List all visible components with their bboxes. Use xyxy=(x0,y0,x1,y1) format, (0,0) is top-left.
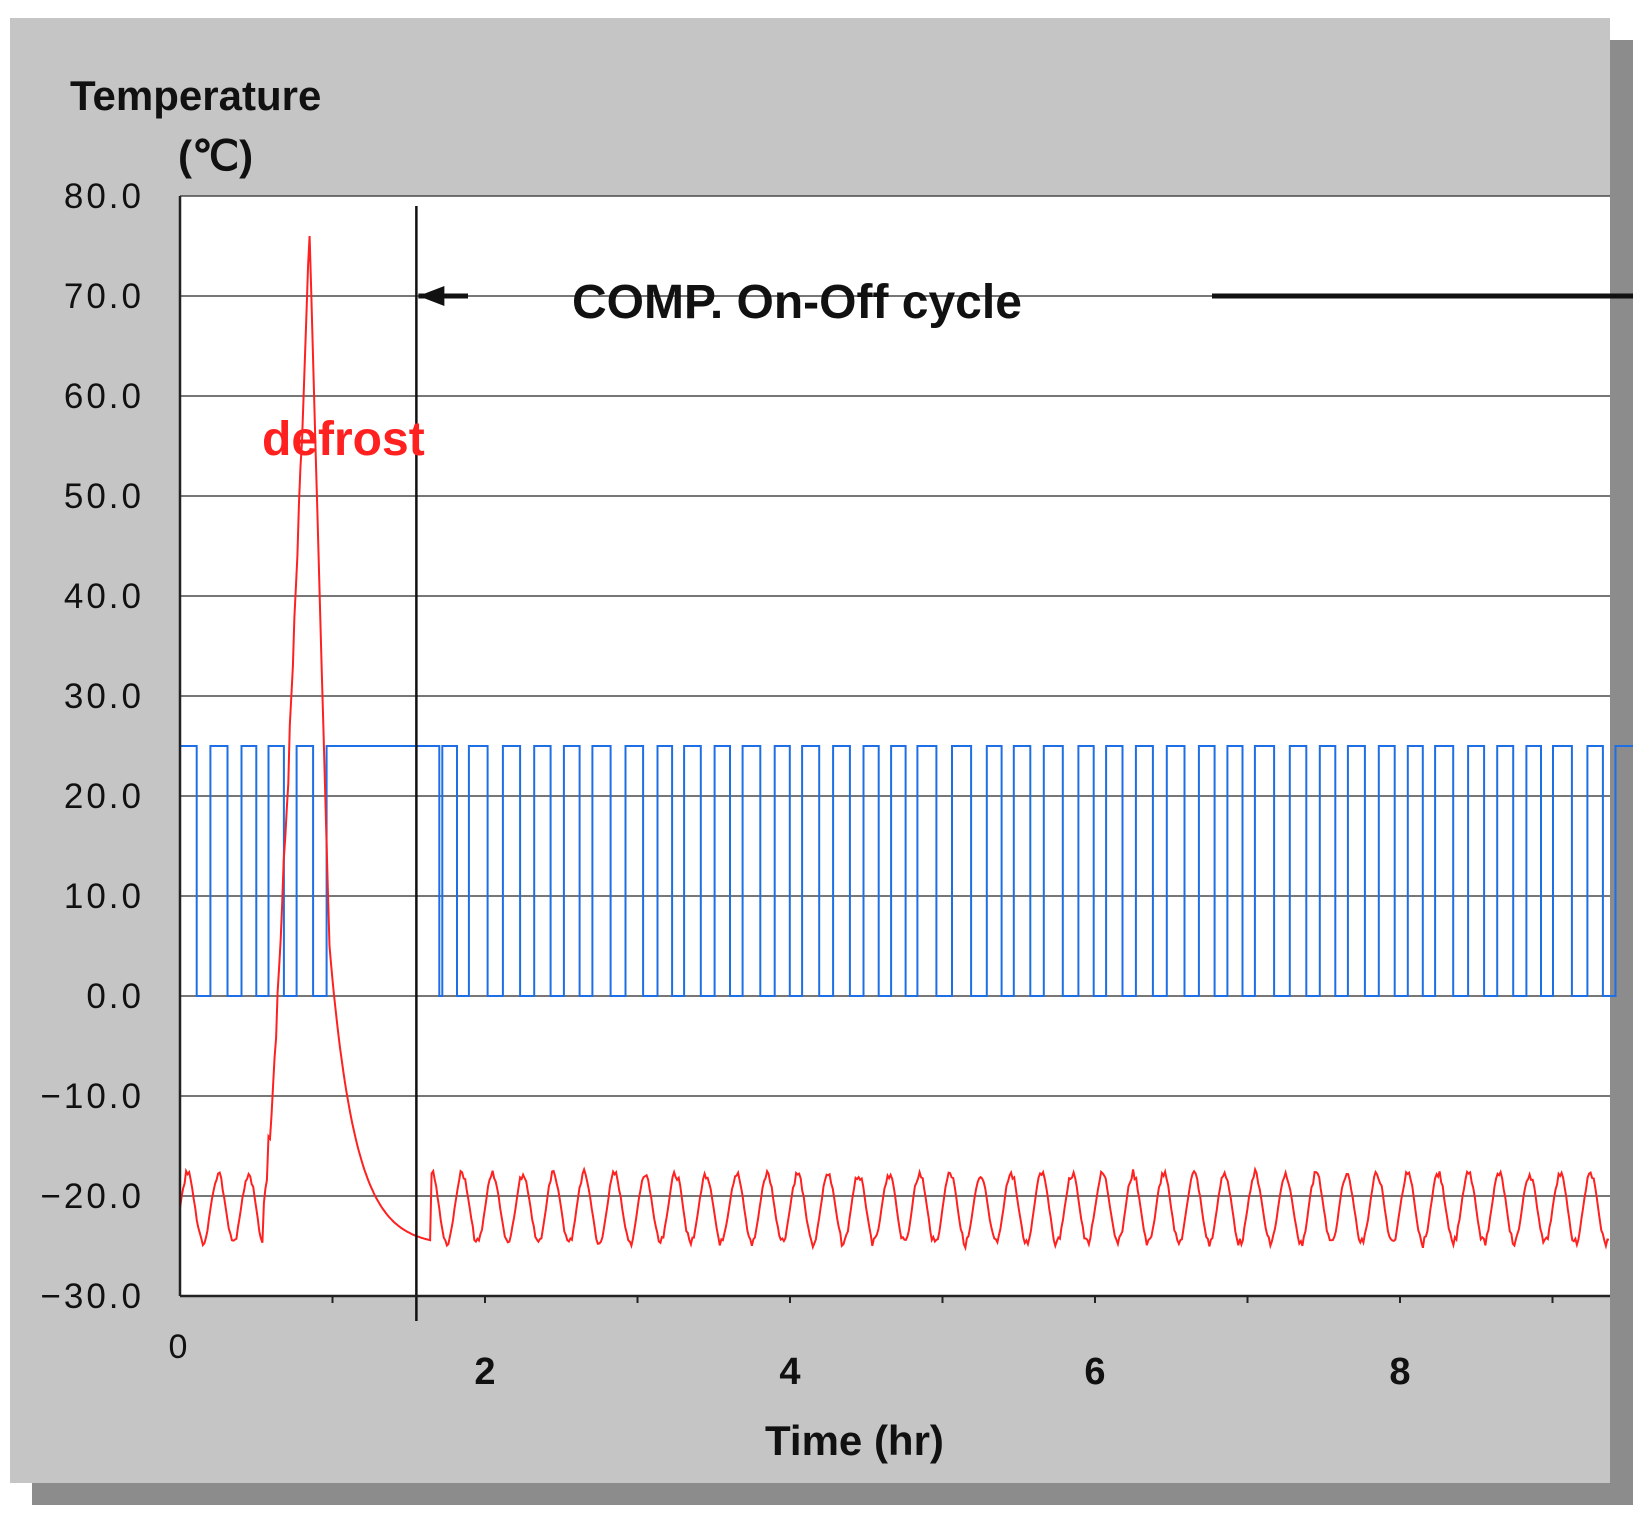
arrow-left-head xyxy=(418,286,445,306)
y-tick-label: 60.0 xyxy=(64,377,144,416)
y-tick-label: 20.0 xyxy=(64,777,144,816)
axes xyxy=(178,196,1610,1303)
cycle-arrows xyxy=(418,286,1633,306)
cycle-markers xyxy=(415,206,418,1321)
x-tick-label: 2 xyxy=(474,1351,495,1393)
y-tick-labels: 80.0 70.0 60.0 50.0 40.0 30.0 20.0 10.0 0.0 −10.0… xyxy=(40,177,144,1316)
defrost-label: defrost xyxy=(262,413,425,466)
y-tick-label: 70.0 xyxy=(64,277,144,316)
x-tick-labels: 024681012141618 xyxy=(169,1328,1411,1393)
y-tick-label: 50.0 xyxy=(64,477,144,516)
y-axis-unit: (℃) xyxy=(178,132,253,179)
compressor-series-line xyxy=(179,745,1633,997)
y-tick-label: −30.0 xyxy=(40,1277,144,1316)
x-tick-label: 4 xyxy=(779,1351,800,1393)
y-tick-label: 80.0 xyxy=(64,177,144,216)
y-tick-label: 30.0 xyxy=(64,677,144,716)
x-tick-label: 6 xyxy=(1084,1351,1105,1393)
y-tick-label: 0.0 xyxy=(86,977,144,1016)
comp-cycle-annotation: COMP. On-Off cycle xyxy=(572,276,1022,329)
x-tick-label: 0 xyxy=(169,1328,188,1366)
temperature-series-layer xyxy=(179,235,1610,1252)
y-tick-label: −10.0 xyxy=(40,1077,144,1116)
x-tick-label: 8 xyxy=(1389,1351,1410,1393)
compressor-series-layer xyxy=(179,745,1633,997)
x-axis-title: Time (hr) xyxy=(765,1417,944,1464)
gridlines xyxy=(180,195,1610,1197)
y-tick-label: −20.0 xyxy=(40,1177,144,1216)
y-axis-title: Temperature xyxy=(70,72,321,119)
y-tick-label: 40.0 xyxy=(64,577,144,616)
y-tick-label: 10.0 xyxy=(64,877,144,916)
temperature-series-line xyxy=(179,235,1610,1252)
